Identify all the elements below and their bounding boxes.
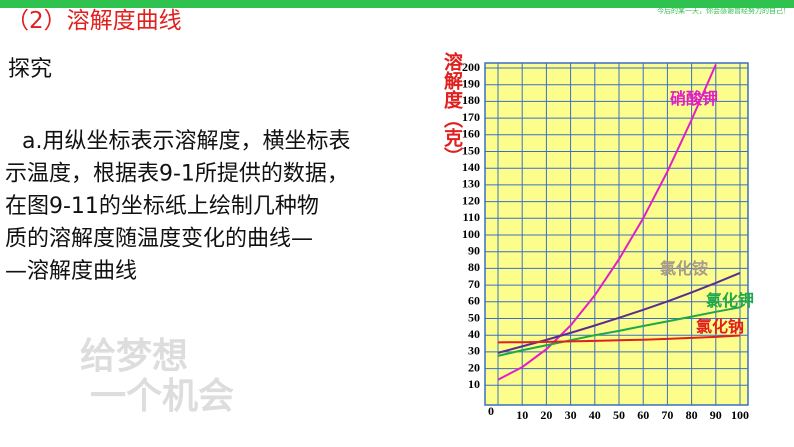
y-tick-label: 120: [462, 193, 480, 207]
watermark-line: 给梦想: [80, 336, 188, 377]
x-tick-label: 40: [589, 408, 601, 422]
x-tick-label: 80: [686, 408, 698, 422]
paragraph-line: 示温度，根据表9-1所提供的数据，: [5, 162, 349, 187]
paragraph-line: 在图9-11的坐标纸上绘制几种物: [5, 194, 319, 219]
y-tick-label: 110: [463, 210, 480, 224]
y-tick-label: 40: [468, 327, 480, 341]
plot-area: [484, 62, 749, 406]
x-tick-label: 20: [540, 408, 552, 422]
chart: 0 10 20 30 40 50 60 70 80 90 100 10 20 30 40 50 60 70 80 90…: [462, 60, 754, 422]
slide-title: （2）溶解度曲线: [6, 8, 182, 34]
x-tick-label: 10: [516, 408, 528, 422]
top-bar: [0, 0, 794, 8]
series-line: [497, 306, 741, 357]
motto: 今后的某一天，你会感谢曾经努力的自己！: [657, 6, 790, 15]
y-tick-label: 160: [462, 127, 480, 141]
y-tick-label: 180: [462, 93, 480, 107]
x-tick-label: 90: [710, 408, 722, 422]
paragraph-line: 质的溶解度随温度变化的曲线—: [5, 227, 313, 252]
y-tick-label: 200: [462, 60, 480, 74]
y-tick-label: 10: [468, 377, 480, 391]
y-axis-title: 溶解度（克）: [441, 51, 463, 166]
y-tick-label: 140: [462, 160, 480, 174]
series-label: 氯化钠: [696, 317, 744, 336]
x-tick-label: 30: [565, 408, 577, 422]
y-tick-label: 30: [468, 344, 480, 358]
series-label: 氯化铵: [660, 259, 708, 278]
x-tick-label: 70: [661, 408, 673, 422]
y-tick-label: 190: [462, 76, 480, 90]
y-tick-label: 80: [468, 260, 480, 274]
paragraph-line: —溶解度曲线: [5, 259, 137, 284]
y-tick-label: 50: [468, 310, 480, 324]
paragraph-line: a.用纵坐标表示溶解度，横坐标表: [22, 129, 350, 154]
y-tick-label: 90: [468, 243, 480, 257]
series-label: 硝酸钾: [670, 89, 718, 108]
y-tick-label: 170: [462, 110, 480, 124]
y-tick-label: 20: [468, 360, 480, 374]
y-tick-label: 60: [468, 294, 480, 308]
x-tick-label: 50: [613, 408, 625, 422]
series-line: [497, 334, 741, 344]
x-tick-label: 100: [731, 408, 749, 422]
watermark-line: 一个机会: [90, 376, 234, 417]
y-tick-label: 100: [462, 227, 480, 241]
y-tick-label: 70: [468, 277, 480, 291]
series-line: [497, 64, 717, 381]
y-tick-label: 130: [462, 177, 480, 191]
x-tick-label: 60: [637, 408, 649, 422]
series-label: 氯化钾: [706, 291, 754, 310]
x-tick-label: 0: [488, 404, 494, 418]
heading: 探究: [8, 57, 52, 82]
y-tick-label: 150: [462, 143, 480, 157]
